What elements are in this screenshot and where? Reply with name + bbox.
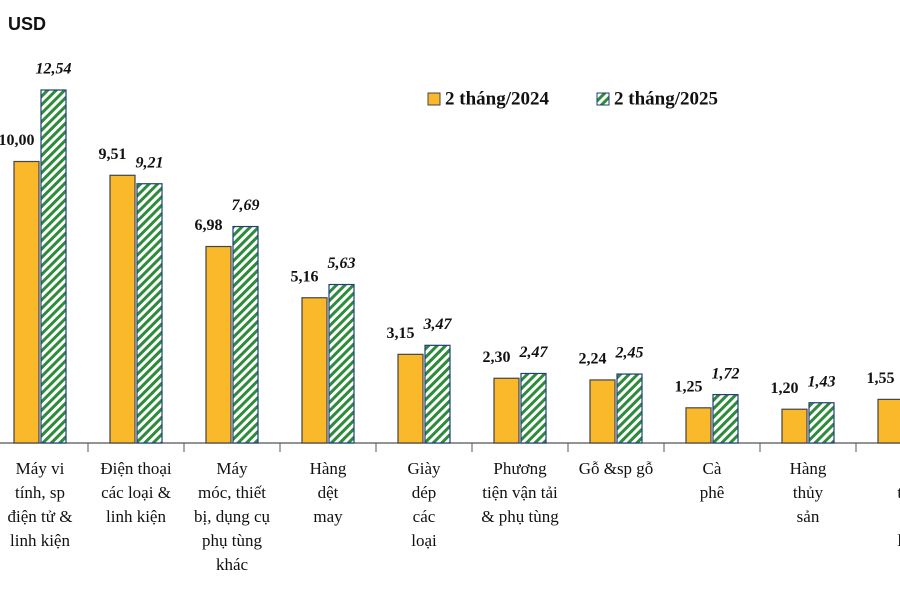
x-tick-label: dép (412, 483, 437, 502)
x-tick-label: dệt (318, 483, 339, 502)
x-tick-label: & phụ tùng (481, 507, 559, 526)
x-tick-label: các loại & (101, 483, 171, 502)
x-tick-label: linh kiện (106, 507, 166, 526)
bar (301, 297, 328, 444)
x-tick-label: Phương (493, 459, 547, 478)
legend-swatch (596, 92, 610, 106)
bar (328, 283, 355, 444)
value-label: 9,21 (136, 154, 164, 171)
value-label: 6,98 (195, 217, 223, 234)
legend-label: 2 tháng/2025 (614, 88, 718, 109)
bar (808, 402, 835, 444)
x-tick-label: Gỗ &sp gỗ (579, 459, 654, 478)
x-tick-label: th (897, 483, 900, 502)
x-tick-label: sản (797, 507, 820, 526)
x-tick-label: may (313, 507, 343, 526)
bar (205, 245, 232, 444)
x-tick-label: tính, sp (15, 483, 65, 502)
value-label: 10,00 (0, 132, 35, 149)
value-label: 9,51 (99, 146, 127, 163)
x-tick-label: Hàng (310, 459, 347, 478)
value-label: 3,47 (423, 316, 453, 333)
bar (877, 398, 900, 444)
bar (232, 225, 259, 444)
bar (589, 379, 616, 444)
bar (424, 344, 451, 444)
value-label: 2,24 (579, 351, 607, 368)
x-tick-label: khác (216, 555, 249, 574)
x-tick-label: thủy (793, 483, 824, 502)
x-tick-label: linh kiện (10, 531, 70, 550)
x-tick-label: Điện thoại (100, 459, 172, 478)
x-tick-label: bị, dụng cụ (194, 507, 271, 526)
value-label: 12,54 (36, 61, 72, 78)
bar (781, 408, 808, 444)
x-tick-label: các (413, 507, 436, 526)
value-label: 3,15 (387, 325, 415, 342)
x-tick-label: móc, thiết (198, 483, 266, 502)
bar (397, 353, 424, 444)
bar (616, 373, 643, 444)
x-tick-label: phụ tùng (202, 531, 262, 550)
legend-swatch (427, 92, 441, 106)
x-tick-label: loại (411, 531, 437, 550)
bar (136, 183, 163, 444)
value-label: 5,63 (328, 255, 356, 272)
value-label: 1,72 (712, 365, 740, 382)
value-label: 1,25 (675, 378, 703, 395)
value-label: 7,69 (232, 197, 260, 214)
x-tick-label: điện tử & (8, 507, 73, 526)
x-tick-label: Hàng (790, 459, 827, 478)
y-axis-label: USD (8, 14, 46, 34)
value-label: 5,16 (291, 268, 319, 285)
x-tick-label: Cà (703, 459, 722, 478)
x-tick-label: Máy (216, 459, 248, 478)
bar (520, 372, 547, 444)
x-tick-label: Giày (407, 459, 441, 478)
value-label: 1,55 (867, 370, 895, 387)
value-label: 2,30 (483, 349, 511, 366)
value-label: 2,45 (615, 345, 644, 362)
bar (40, 89, 67, 444)
bar (13, 160, 40, 444)
x-tick-label: tiện vận tải (482, 483, 558, 502)
bar (712, 393, 739, 444)
x-tick-label: lo (897, 531, 900, 550)
legend-label: 2 tháng/2024 (445, 88, 549, 109)
x-tick-label: Máy vi (16, 459, 65, 478)
bar (685, 407, 712, 444)
value-label: 1,43 (808, 373, 836, 390)
x-tick-label: phê (700, 483, 725, 502)
bar (109, 174, 136, 444)
value-label: 1,20 (771, 380, 799, 397)
bar (493, 377, 520, 444)
value-label: 2,47 (519, 344, 549, 361)
